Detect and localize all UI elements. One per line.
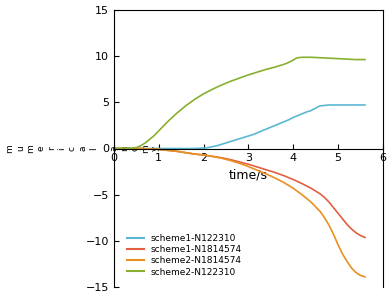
X-axis label: time/s: time/s: [229, 169, 268, 182]
Y-axis label: m
u
m
e
r
i
c
a
l
 
a
n
o
m
y: m u m e r i c a l a n o m y: [5, 144, 160, 153]
Legend: scheme1-N122310, scheme1-N1814574, scheme2-N1814574, scheme2-N122310: scheme1-N122310, scheme1-N1814574, schem…: [124, 230, 245, 280]
